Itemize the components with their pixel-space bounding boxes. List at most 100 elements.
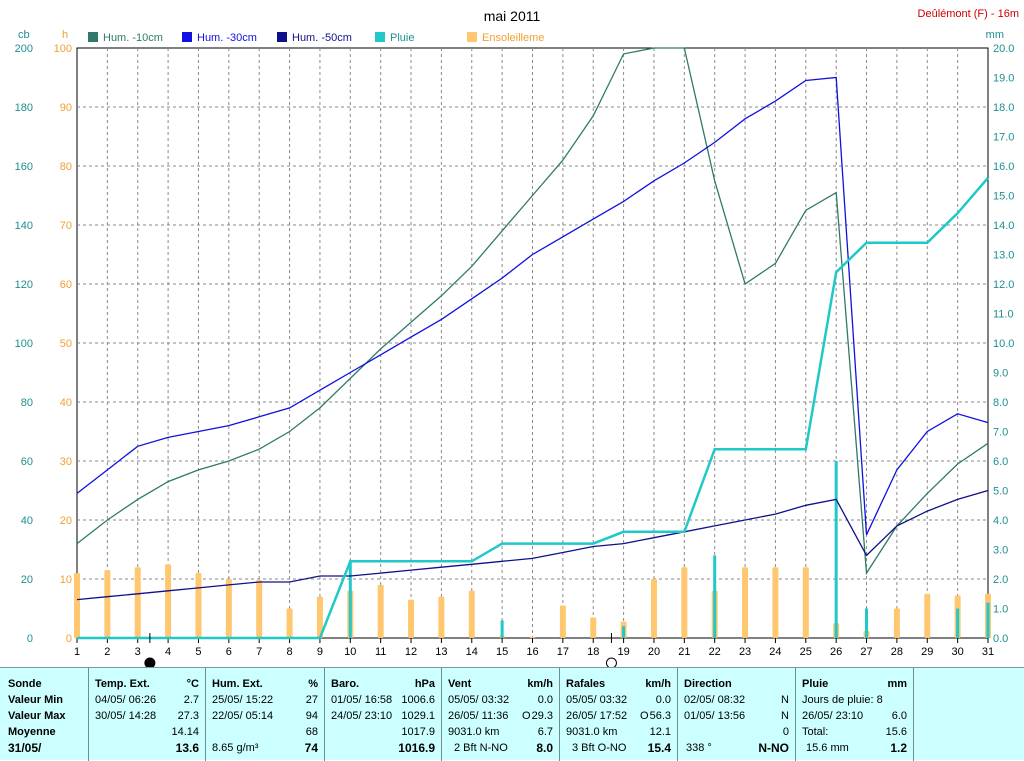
right-tick-mm: 14.0 — [993, 220, 1014, 232]
x-tick-label: 16 — [526, 646, 538, 658]
x-tick-label: 25 — [800, 646, 812, 658]
hum-min-time: 25/05/ 15:22 — [212, 694, 274, 706]
hum-moy-value: 68 — [305, 726, 318, 738]
series-line-hum30 — [76, 76, 989, 536]
x-tick-label: 12 — [405, 646, 417, 658]
temp-min-time: 04/05/ 06:26 — [95, 694, 157, 706]
rafales-moy-label: 9031.0 km — [566, 726, 618, 738]
pluie-total-value: 15.6 — [885, 726, 907, 738]
right-tick-mm: 6.0 — [993, 456, 1008, 468]
left-unit-cb: cb — [18, 29, 30, 41]
x-tick-label: 5 — [195, 646, 201, 658]
x-tick-label: 6 — [226, 646, 232, 658]
baro-head: Baro. — [331, 678, 360, 690]
left-tick-cb: 120 — [15, 279, 33, 291]
footer-rafales: Rafales km/h 05/05/ 03:32 0.0 26/05/ 17:52… — [560, 668, 678, 761]
temp-current-value: 13.6 — [175, 741, 199, 755]
series-line-hum50 — [76, 489, 989, 601]
label-sonde: Sonde — [8, 678, 42, 690]
hum-current-label: 8.65 g/m³ — [212, 742, 259, 754]
right-tick-mm: 2.0 — [993, 574, 1008, 586]
sunshine-bar — [165, 564, 172, 638]
rafales-max-time: 26/05/ 17:52 — [566, 710, 628, 722]
left-tick-cb: 40 — [21, 515, 33, 527]
right-tick-mm: 9.0 — [993, 368, 1008, 380]
legend-label: Hum. -30cm — [197, 32, 257, 44]
x-tick-label: 22 — [709, 646, 721, 658]
footer-pluie: Pluie mm Jours de pluie: 8 26/05/ 23:10 6.… — [796, 668, 914, 761]
weather-chart: mai 2011 Deûlémont (F) - 16m cb h mm Hum… — [15, 8, 1019, 667]
legend-swatch — [467, 32, 477, 42]
rafales-head: Rafales — [566, 678, 606, 690]
right-tick-mm: 10.0 — [993, 338, 1014, 350]
sunshine-bar — [408, 599, 415, 638]
rafales-min-value: 0.0 — [655, 694, 671, 706]
label-date: 31/05/ — [8, 741, 42, 755]
right-unit-mm: mm — [986, 29, 1004, 41]
x-tick-label: 2 — [104, 646, 110, 658]
vent-max-dir: O — [522, 710, 531, 722]
legend-swatch — [182, 32, 192, 42]
full-moon-icon — [605, 657, 617, 667]
direction-current-value: N-NO — [758, 741, 789, 755]
rafales-current-value: 15.4 — [647, 741, 671, 755]
left-tick-h: 100 — [54, 43, 72, 55]
baro-unit: hPa — [414, 678, 435, 690]
x-tick-label: 1 — [74, 646, 80, 658]
right-tick-mm: 7.0 — [993, 427, 1008, 439]
temp-moy-value: 14.14 — [171, 726, 199, 738]
vent-moy-label: 9031.0 km — [448, 726, 500, 738]
temp-head: Temp. Ext. — [95, 678, 150, 690]
right-tick-mm: 0.0 — [993, 633, 1008, 645]
new-moon-icon — [144, 657, 156, 667]
sunshine-bar — [438, 596, 445, 638]
x-tick-label: 29 — [921, 646, 933, 658]
hum-unit: % — [308, 678, 318, 690]
hum-head: Hum. Ext. — [212, 678, 263, 690]
moon-markers — [144, 633, 617, 667]
vent-max-time: 26/05/ 11:36 — [448, 710, 509, 722]
temp-min-value: 2.7 — [183, 694, 199, 706]
left-tick-h: 50 — [60, 338, 72, 350]
legend-swatch — [375, 32, 385, 42]
x-tick-label: 30 — [952, 646, 964, 658]
sunshine-bar — [225, 579, 232, 638]
pluie-current-value: 1.2 — [890, 741, 907, 755]
hum-max-value: 94 — [305, 710, 318, 722]
footer-vent: Vent km/h 05/05/ 03:32 0.0 26/05/ 11:36 O 29… — [442, 668, 560, 761]
right-tick-mm: 16.0 — [993, 161, 1014, 173]
left-tick-h: 10 — [60, 574, 72, 586]
pluie-unit: mm — [887, 678, 907, 690]
sunshine-bar — [134, 567, 141, 638]
x-tick-label: 31 — [982, 646, 994, 658]
x-tick-label: 28 — [891, 646, 903, 658]
rafales-current-label: 3 Bft O-NO — [572, 742, 627, 754]
x-tick-label: 14 — [466, 646, 478, 658]
footer-hum: Hum. Ext.% 25/05/ 15:22 27 22/05/ 05:14 94… — [206, 668, 325, 761]
vent-max-value: 29.3 — [531, 710, 553, 722]
x-tick-label: 9 — [317, 646, 323, 658]
sunshine-bar — [74, 573, 80, 638]
x-tick-label: 21 — [678, 646, 690, 658]
direction-max-value: N — [781, 710, 789, 722]
x-tick-label: 19 — [617, 646, 629, 658]
x-tick-label: 27 — [860, 646, 872, 658]
footer-direction: Direction 02/05/ 08:32 N 01/05/ 13:56 N 0 … — [678, 668, 796, 761]
x-tick-label: 11 — [375, 646, 386, 658]
sunshine-bar — [529, 636, 536, 638]
sunshine-bar — [893, 608, 900, 638]
right-tick-mm: 3.0 — [993, 545, 1008, 557]
chart-title: mai 2011 — [484, 8, 541, 24]
right-tick-mm: 11.0 — [993, 309, 1014, 321]
baro-moy-value: 1017.9 — [401, 726, 435, 738]
right-tick-mm: 12.0 — [993, 279, 1014, 291]
left-tick-h: 70 — [60, 220, 72, 232]
hum-max-time: 22/05/ 05:14 — [212, 710, 274, 722]
sunshine-bar — [468, 590, 475, 638]
footer-labels: Sonde Valeur Min Valeur Max Moyenne 31/0… — [0, 668, 89, 761]
legend: Hum. -10cm Hum. -30cm Hum. -50cm Pluie Ensol… — [88, 32, 544, 44]
x-tick-label: 8 — [287, 646, 293, 658]
rafales-max-dir: O — [640, 710, 649, 722]
pluie-max-time: 26/05/ 23:10 — [802, 710, 864, 722]
